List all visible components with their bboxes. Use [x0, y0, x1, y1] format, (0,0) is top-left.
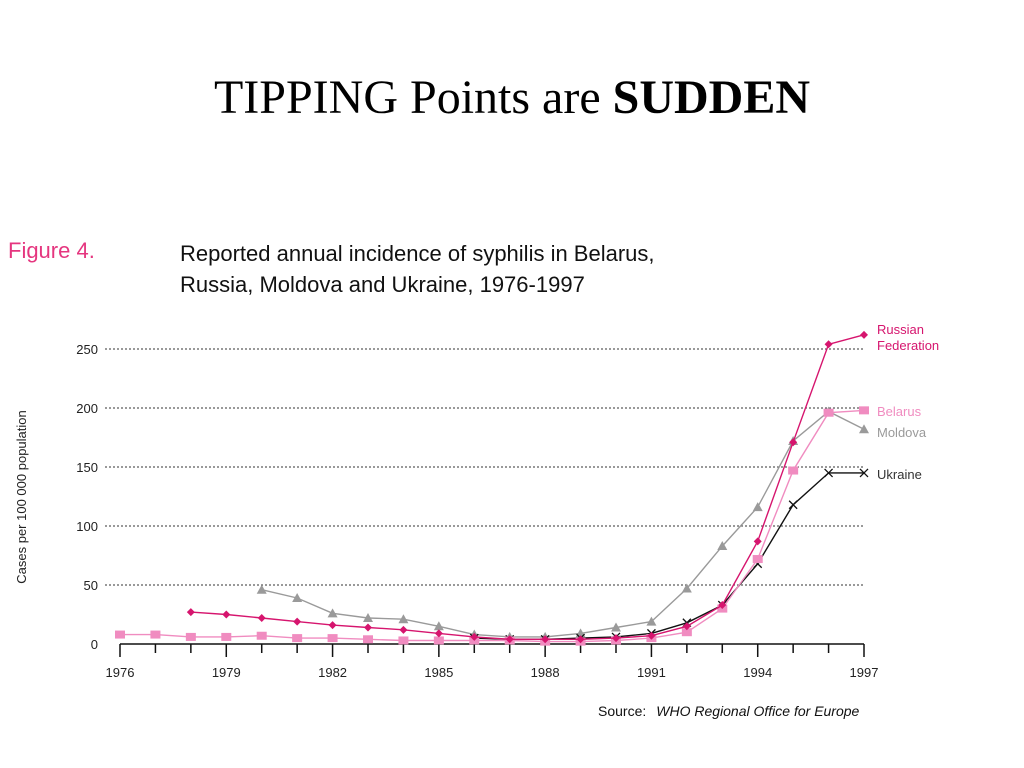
point-belarus-1978 — [185, 632, 196, 641]
point-moldova-1980 — [256, 584, 267, 594]
x-tick-label-1994: 1994 — [743, 665, 772, 680]
y-axis-label: Cases per 100 000 population — [14, 410, 29, 583]
point-belarus-1979 — [221, 632, 232, 641]
point-russian-federation-1996 — [824, 340, 833, 349]
x-tick-label-1976: 1976 — [106, 665, 135, 680]
point-moldova-1983 — [363, 613, 373, 623]
point-russian-federation-1989 — [576, 635, 585, 644]
point-russian-federation-1985 — [434, 629, 443, 638]
point-belarus-1995 — [788, 466, 799, 475]
point-ukraine-1997 — [859, 468, 869, 478]
point-russian-federation-1994 — [753, 537, 762, 546]
source-note: Source: WHO Regional Office for Europe — [598, 703, 859, 719]
point-belarus-1994 — [752, 555, 763, 564]
point-moldova-1993 — [717, 541, 728, 551]
caption-line-2: Russia, Moldova and Ukraine, 1976-1997 — [180, 272, 585, 297]
point-moldova-1990 — [611, 622, 621, 632]
x-tick-label-1988: 1988 — [531, 665, 560, 680]
x-tick-label-1985: 1985 — [424, 665, 453, 680]
point-russian-federation-1980 — [257, 614, 266, 623]
point-russian-federation-1995 — [789, 438, 798, 447]
legend-label-belarus: Belarus — [877, 404, 922, 419]
point-belarus-1977 — [150, 630, 161, 639]
point-russian-federation-1992 — [682, 622, 691, 631]
source-label: Source: — [598, 703, 647, 719]
point-ukraine-1995 — [788, 500, 798, 510]
source-text: WHO Regional Office for Europe — [656, 703, 860, 719]
point-moldova-1991 — [646, 616, 657, 626]
point-belarus-1983 — [363, 635, 373, 644]
series-line-ukraine — [474, 472, 864, 640]
point-russian-federation-1990 — [612, 634, 620, 643]
point-belarus-1992 — [681, 628, 692, 637]
point-belarus-1996 — [823, 408, 834, 417]
point-russian-federation-1986 — [470, 632, 479, 641]
point-belarus-1984 — [398, 636, 409, 645]
title-plain: TIPPING Points are — [213, 71, 601, 124]
point-moldova-1997 — [859, 424, 869, 434]
point-russian-federation-1993 — [718, 601, 727, 610]
y-tick-label-250: 250 — [76, 342, 98, 357]
point-belarus-1980 — [256, 631, 267, 640]
point-belarus-1997 — [859, 406, 869, 415]
figure-label: Figure 4. — [8, 238, 95, 263]
figure-caption: Reported annual incidence of syphilis in… — [180, 238, 980, 300]
point-ukraine-1996 — [824, 468, 834, 478]
point-russian-federation-1987 — [505, 635, 514, 644]
point-russian-federation-1981 — [293, 617, 302, 626]
point-russian-federation-1978 — [186, 608, 195, 617]
legend-label-russian-federation-2: Federation — [877, 338, 939, 353]
title-bold: SUDDEN — [612, 71, 811, 124]
y-tick-label-100: 100 — [76, 519, 98, 534]
point-belarus-1976 — [115, 630, 125, 639]
y-tick-label-0: 0 — [91, 637, 98, 652]
point-moldova-1981 — [292, 592, 303, 602]
point-moldova-1984 — [398, 614, 409, 624]
point-russian-federation-1988 — [541, 635, 550, 644]
syphilis-line-chart: 0 50 100 150 200 250 1976 1979 1982 1985 1988 1991 1… — [14, 322, 939, 680]
point-moldova-1994 — [752, 502, 763, 512]
point-belarus-1985 — [433, 636, 444, 645]
series-line-belarus — [120, 409, 865, 643]
point-russian-federation-1982 — [328, 621, 337, 630]
y-tick-label-200: 200 — [76, 401, 98, 416]
point-russian-federation-1979 — [222, 610, 231, 619]
series-line-russian-federation — [190, 334, 865, 640]
series-line-moldova — [261, 410, 865, 638]
point-russian-federation-1991 — [647, 631, 656, 640]
point-russian-federation-1997 — [860, 330, 868, 339]
slide-title: TIPPING Points are SUDDEN — [0, 70, 1024, 125]
x-tick-label-1991: 1991 — [637, 665, 666, 680]
point-moldova-1985 — [433, 621, 444, 631]
legend-label-russian-federation-1: Russian — [877, 322, 924, 337]
y-tick-label-50: 50 — [84, 578, 98, 593]
x-tick-label-1997: 1997 — [850, 665, 879, 680]
legend-label-moldova: Moldova — [877, 425, 927, 440]
point-russian-federation-1984 — [399, 625, 408, 634]
point-belarus-1982 — [327, 634, 338, 643]
x-tick-label-1982: 1982 — [318, 665, 347, 680]
point-moldova-1982 — [327, 608, 338, 618]
point-russian-federation-1983 — [364, 623, 372, 632]
caption-line-1: Reported annual incidence of syphilis in… — [180, 241, 655, 266]
point-moldova-1992 — [681, 583, 692, 593]
y-tick-label-150: 150 — [76, 460, 98, 475]
point-belarus-1981 — [292, 634, 303, 643]
legend-label-ukraine: Ukraine — [877, 467, 922, 482]
x-tick-label-1979: 1979 — [212, 665, 241, 680]
